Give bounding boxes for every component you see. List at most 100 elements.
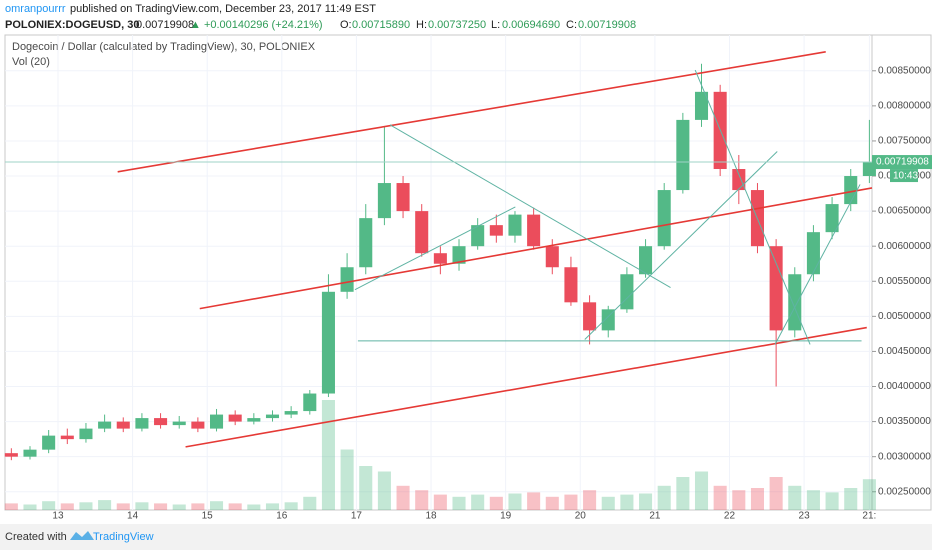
candle-body <box>452 246 466 264</box>
x-tick-label: 21: <box>862 511 876 522</box>
symbol: POLONIEX:DOGEUSD, 30 <box>5 19 139 31</box>
y-tick-label: 0.00350000 <box>878 416 931 427</box>
trend-line <box>774 184 861 345</box>
candle-body <box>116 421 130 429</box>
volume-bar <box>4 503 18 510</box>
candle-body <box>79 428 93 440</box>
volume-bar <box>359 466 373 510</box>
volume-bar <box>116 503 130 510</box>
countdown: 10:43 <box>893 171 918 182</box>
volume-bar <box>732 490 746 510</box>
trend-line <box>117 51 826 173</box>
candle-body <box>825 204 839 233</box>
x-tick-label: 23 <box>799 511 811 522</box>
author: omranpourrr <box>5 3 66 15</box>
volume-bar <box>769 477 783 510</box>
footer-brand[interactable]: TradingView <box>93 531 154 543</box>
trend-line <box>354 206 516 291</box>
volume-bar <box>60 503 74 510</box>
candle-body <box>377 183 391 219</box>
x-tick-label: 17 <box>351 511 363 522</box>
candle-body <box>844 176 858 205</box>
candle-body <box>508 214 522 236</box>
trend-line <box>694 69 811 345</box>
last-price-label: 0.00719908 <box>876 157 929 168</box>
l-value: 0.00694690 <box>502 19 560 31</box>
y-tick-label: 0.00400000 <box>878 381 931 392</box>
volume-bar <box>750 488 764 510</box>
volume-bar <box>265 503 280 510</box>
candle-body <box>135 418 149 429</box>
volume-bar <box>415 490 429 510</box>
candle-body <box>732 169 746 191</box>
last-price-box <box>872 155 932 170</box>
volume-bar <box>452 496 466 510</box>
volume-bar <box>788 485 802 510</box>
volume-bar <box>471 494 485 510</box>
plot-frame <box>4 34 873 511</box>
volume-bar <box>321 400 335 510</box>
volume-bar <box>154 503 168 510</box>
y-tick-label: 0.00750000 <box>878 136 931 147</box>
candle-body <box>154 418 168 426</box>
volume-bar <box>98 500 112 510</box>
volume-bar <box>657 485 671 510</box>
candle-body <box>359 218 373 268</box>
volume-bar <box>191 503 205 510</box>
volume-bar <box>862 479 876 510</box>
volume-bar <box>396 485 410 510</box>
volume-bar <box>79 502 93 510</box>
volume-bar <box>508 493 522 510</box>
volume-bar <box>228 503 242 510</box>
candle-body <box>527 214 541 247</box>
candle-body <box>545 246 559 268</box>
candle-body <box>98 421 112 429</box>
candle-body <box>172 421 186 426</box>
volume-bar <box>303 496 317 510</box>
volume-bar <box>639 493 653 510</box>
candle-body <box>639 246 653 275</box>
candle-body <box>676 119 690 191</box>
volume-bar <box>806 490 820 510</box>
y-tick-label: 0.00550000 <box>878 276 931 287</box>
countdown-box <box>890 169 918 183</box>
y-tick-label: 0.00600000 <box>878 241 931 252</box>
candle-body <box>42 435 56 450</box>
x-tick-label: 20 <box>575 511 587 522</box>
c-value: 0.00719908 <box>578 19 636 31</box>
y-tick-label: 0.00300000 <box>878 451 931 462</box>
volume-bar <box>284 502 298 510</box>
subtitle: Vol (20) <box>12 56 50 68</box>
candle-body <box>769 246 783 331</box>
footer-created: Created with <box>5 531 67 543</box>
candle-body <box>583 302 597 331</box>
candle-body <box>620 274 634 310</box>
footer-bar <box>0 524 932 550</box>
x-tick-label: 22 <box>724 511 736 522</box>
candle-body <box>415 211 429 254</box>
candle-body <box>228 414 242 422</box>
y-tick-label: 0.00800000 <box>878 101 931 112</box>
x-tick-label: 19 <box>500 511 512 522</box>
price-axis <box>871 34 932 511</box>
candle-body <box>303 393 317 412</box>
o-label: O: <box>340 19 352 31</box>
trend-line <box>389 124 671 289</box>
volume-bar <box>135 502 149 510</box>
y-tick-label: 0.00500000 <box>878 311 931 322</box>
candle-body <box>321 291 335 394</box>
x-tick-label: 21 <box>649 511 661 522</box>
candle-body <box>284 411 298 415</box>
candle-body <box>265 414 280 419</box>
candle-body <box>191 421 205 429</box>
h-label: H: <box>416 19 427 31</box>
volume-bar <box>694 471 709 510</box>
volume-bar <box>583 490 597 510</box>
candle-body <box>4 453 18 457</box>
y-tick-label: 0.00450000 <box>878 346 931 357</box>
volume-bar <box>844 488 858 510</box>
volume-bar <box>23 504 37 510</box>
candle-body <box>247 418 261 422</box>
y-tick-label: 0.00250000 <box>878 486 931 497</box>
